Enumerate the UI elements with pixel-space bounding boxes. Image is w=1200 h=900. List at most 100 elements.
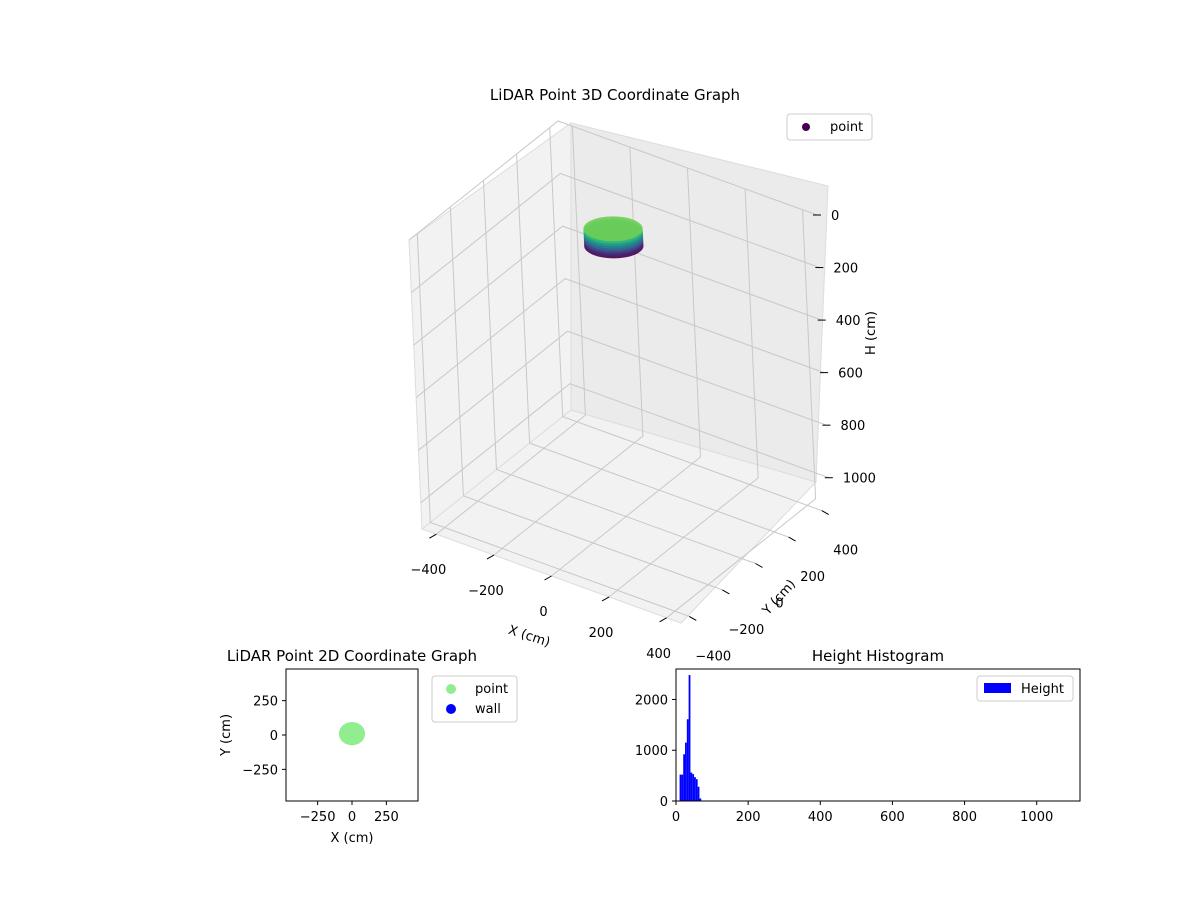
y-tick-label: −200 <box>729 623 765 638</box>
chart-2d-legend-marker-wall <box>446 704 456 714</box>
z-tick-label: 800 <box>840 419 865 434</box>
x-tick-label: −250 <box>300 810 336 825</box>
x-tick-label: 0 <box>672 810 680 825</box>
histogram-bar <box>694 777 696 801</box>
chart-3d-title: LiDAR Point 3D Coordinate Graph <box>490 86 740 104</box>
y-tick-mark <box>821 510 829 516</box>
z-tick-label: 600 <box>838 367 863 382</box>
histogram-bar <box>695 779 698 801</box>
y-tick-label: 0 <box>270 729 278 744</box>
z-tick-label: 0 <box>831 209 839 224</box>
chart-2d-legend-marker-point <box>446 684 456 694</box>
x-tick-mark <box>544 575 552 581</box>
grid-y-line <box>483 180 756 564</box>
histogram-title: Height Histogram <box>812 647 944 665</box>
grid-z-line <box>418 330 827 451</box>
grid-x-line <box>436 126 586 535</box>
y-tick-label: 2000 <box>635 693 668 708</box>
histogram-bar <box>699 798 702 801</box>
histogram-bars <box>679 675 702 801</box>
grid-y-line <box>549 127 822 512</box>
histogram-legend-marker-height <box>984 683 1011 693</box>
x-tick-label: 0 <box>348 810 356 825</box>
point-cluster-layer <box>583 216 643 242</box>
histogram-bar <box>688 675 691 801</box>
chart-histogram: Height Histogram 0 200 400 600 800 1000 0 1000 2… <box>635 647 1081 825</box>
grid-y-line <box>416 233 690 617</box>
histogram-bar <box>686 719 689 801</box>
y-tick-mark <box>755 563 763 568</box>
histogram-ticks: 0 200 400 600 800 1000 0 1000 2000 <box>635 693 1053 825</box>
histogram-plot-area <box>675 668 1081 802</box>
histogram-bar <box>685 742 687 801</box>
chart-3d-xlabel: X (cm) <box>506 623 552 651</box>
x-tick-label: 1000 <box>1020 810 1053 825</box>
x-tick-mark <box>601 596 610 602</box>
chart-2d-title: LiDAR Point 2D Coordinate Graph <box>227 647 477 665</box>
chart-3d-panes <box>408 122 829 624</box>
chart-2d-ticks: −250 0 250 −250 0 250 <box>242 695 399 825</box>
x-tick-mark <box>429 533 437 539</box>
x-tick-label: 600 <box>880 810 905 825</box>
y-tick-label: 1000 <box>635 744 668 759</box>
chart-3d-points <box>583 216 644 259</box>
grid-x-line <box>551 167 702 577</box>
y-tick-label: 0 <box>660 795 668 810</box>
chart-3d: LiDAR Point 3D Coordinate Graph −400 −200… <box>408 86 879 664</box>
chart-2d: LiDAR Point 2D Coordinate Graph −250 0 250… <box>219 647 518 846</box>
chart-2d-legend-label-point: point <box>475 682 508 697</box>
x-tick-mark <box>486 554 495 560</box>
histogram-bar <box>690 772 693 801</box>
chart-3d-ticks: −400 −200 0 200 400 −400 −200 0 200 400 0 200 400 600… <box>411 209 876 664</box>
chart-3d-grid <box>408 120 829 619</box>
y-tick-mark <box>722 589 730 595</box>
chart-3d-ylabel: Y (cm) <box>759 577 799 619</box>
chart-3d-legend-box <box>786 113 873 141</box>
chart-2d-points <box>338 721 366 746</box>
x-tick-label: −400 <box>411 563 447 578</box>
histogram-bar <box>679 774 682 801</box>
z-tick-label: 1000 <box>843 472 876 487</box>
x-tick-label: 200 <box>736 810 761 825</box>
y-tick-label: −400 <box>695 649 731 664</box>
z-tick-label: 400 <box>836 314 861 329</box>
grid-x-line <box>608 188 759 598</box>
x-tick-label: 800 <box>952 810 977 825</box>
x-tick-label: 400 <box>808 810 833 825</box>
chart-2d-legend-label-wall: wall <box>475 702 501 717</box>
grid-y-line <box>516 154 789 538</box>
x-tick-label: 400 <box>646 647 671 662</box>
y-tick-label: 250 <box>253 695 278 710</box>
x-tick-label: 0 <box>539 605 547 620</box>
grid-z-line <box>415 278 825 398</box>
chart-2d-ylabel: Y (cm) <box>219 714 234 757</box>
x-tick-mark <box>659 617 667 623</box>
y-tick-label: −250 <box>242 763 278 778</box>
pane-back-right <box>570 122 829 483</box>
histogram-legend-label-height: Height <box>1021 682 1064 697</box>
y-tick-label: 400 <box>833 544 858 559</box>
y-tick-label: 200 <box>800 570 825 585</box>
histogram-bar <box>683 754 686 801</box>
chart-3d-legend: point <box>786 113 873 141</box>
x-tick-label: −200 <box>468 584 504 599</box>
histogram-bar <box>681 774 684 801</box>
z-tick-label: 200 <box>833 262 858 277</box>
histogram-legend-box <box>976 675 1074 702</box>
point-cluster <box>338 721 366 746</box>
grid-y-line <box>449 206 723 591</box>
histogram-bar <box>697 786 700 801</box>
chart-3d-legend-label-point: point <box>830 120 863 135</box>
x-tick-label: 200 <box>589 626 614 641</box>
y-tick-mark <box>689 615 697 621</box>
x-tick-label: 250 <box>374 810 399 825</box>
grid-z-line <box>420 383 829 504</box>
y-tick-label: 0 <box>775 597 783 612</box>
grid-z-line <box>413 225 822 346</box>
y-tick-mark <box>788 536 796 542</box>
grid-z-line <box>408 120 818 241</box>
histogram-legend: Height <box>976 675 1074 702</box>
chart-3d-legend-marker-point <box>802 123 810 131</box>
grid-x-line <box>666 209 817 619</box>
